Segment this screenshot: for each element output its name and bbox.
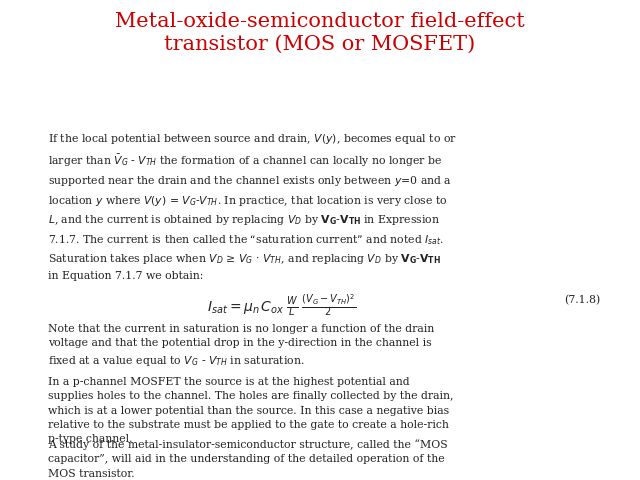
- Text: $I_{sat} = \mu_n \, C_{ox} \; \frac{W}{L} \; \frac{(V_G - V_{TH})^2}{2}$: $I_{sat} = \mu_n \, C_{ox} \; \frac{W}{L…: [207, 293, 356, 319]
- Text: In a p-channel MOSFET the source is at the highest potential and
supplies holes : In a p-channel MOSFET the source is at t…: [48, 377, 454, 444]
- Text: A study of the metal-insulator-semiconductor structure, called the “MOS
capacito: A study of the metal-insulator-semicondu…: [48, 439, 447, 479]
- Text: Note that the current in saturation is no longer a function of the drain
voltage: Note that the current in saturation is n…: [48, 324, 435, 368]
- Text: If the local potential between source and drain, $V(y)$, becomes equal to or
lar: If the local potential between source an…: [48, 132, 457, 280]
- Text: Metal-oxide-semiconductor field-effect
transistor (MOS or MOSFET): Metal-oxide-semiconductor field-effect t…: [115, 12, 525, 54]
- Text: (7.1.8): (7.1.8): [564, 295, 600, 305]
